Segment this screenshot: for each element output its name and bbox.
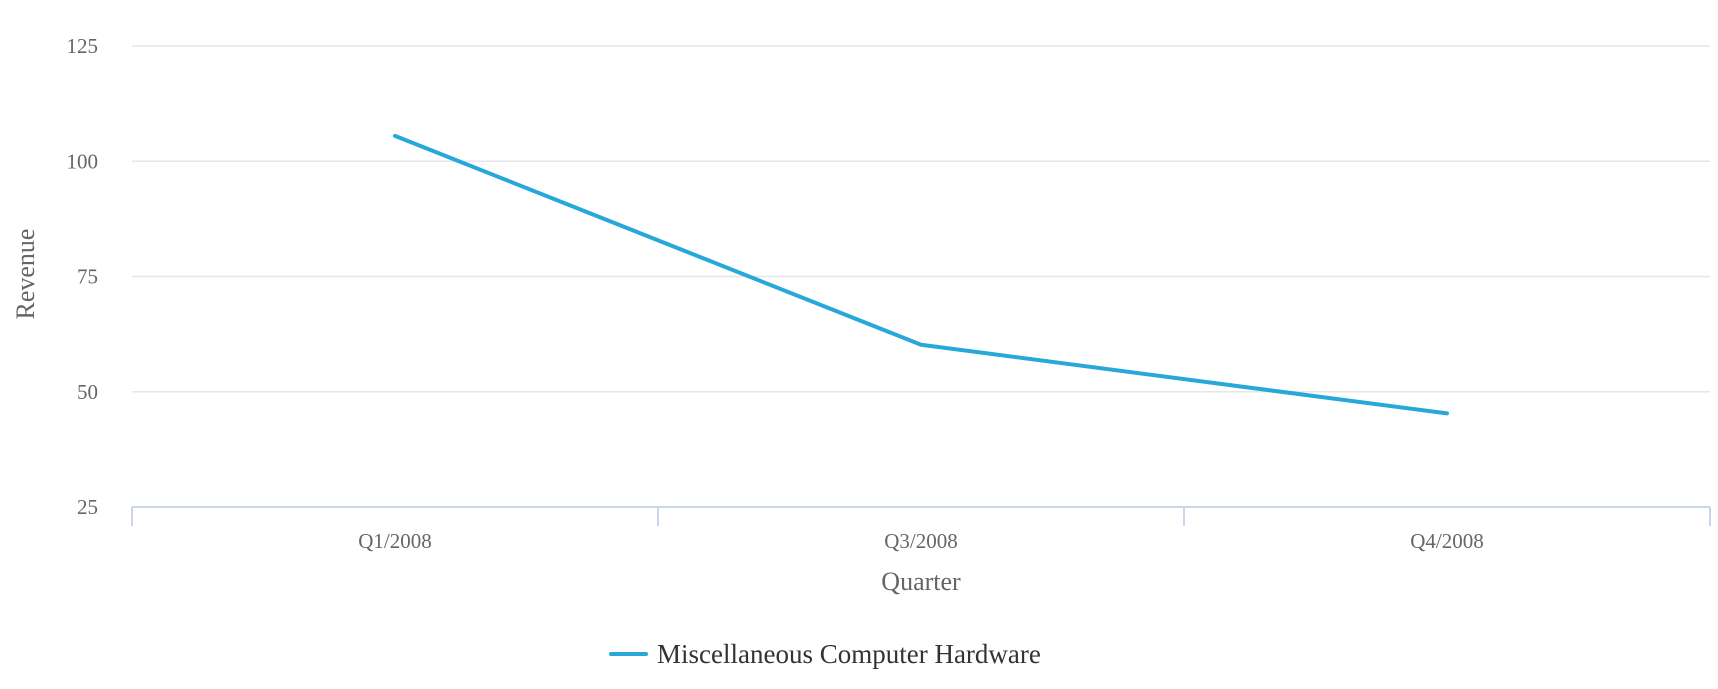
y-axis-ticks: 25 50 75 100 125 bbox=[67, 34, 99, 519]
y-tick-label: 125 bbox=[67, 34, 99, 58]
data-point[interactable] bbox=[390, 131, 400, 141]
y-tick-label: 25 bbox=[77, 495, 98, 519]
series-layer bbox=[390, 131, 1452, 418]
series-line[interactable] bbox=[393, 133, 1449, 416]
data-point[interactable] bbox=[1442, 408, 1452, 418]
y-tick-label: 75 bbox=[77, 265, 98, 289]
x-tick-label: Q1/2008 bbox=[358, 529, 432, 553]
gridlines bbox=[132, 45, 1710, 393]
data-point[interactable] bbox=[916, 340, 926, 350]
y-axis-title: Revenue bbox=[11, 229, 40, 320]
x-axis bbox=[131, 506, 1711, 526]
y-tick-label: 100 bbox=[67, 149, 99, 173]
x-tick-label: Q3/2008 bbox=[884, 529, 958, 553]
legend-label: Miscellaneous Computer Hardware bbox=[657, 639, 1041, 669]
legend[interactable]: Miscellaneous Computer Hardware bbox=[609, 639, 1041, 669]
y-tick-label: 50 bbox=[77, 380, 98, 404]
x-axis-ticks: Q1/2008 Q3/2008 Q4/2008 bbox=[358, 529, 1484, 553]
x-axis-title: Quarter bbox=[881, 567, 961, 596]
x-tick-label: Q4/2008 bbox=[1410, 529, 1484, 553]
